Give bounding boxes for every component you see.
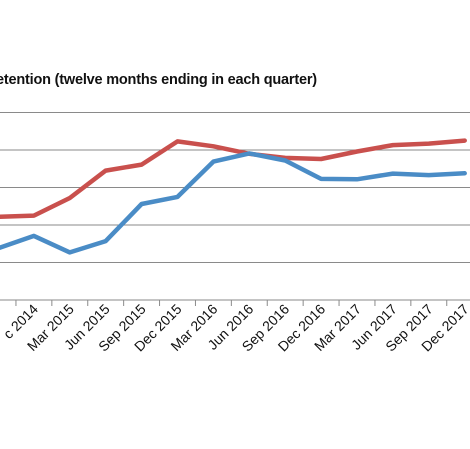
- chart-title: etention (twelve months ending in each q…: [0, 72, 317, 88]
- series-line-2: [0, 151, 467, 255]
- gridlines: [0, 112, 470, 263]
- series-layer: [0, 138, 467, 255]
- axes: [0, 299, 470, 306]
- series-line-1: [0, 138, 467, 219]
